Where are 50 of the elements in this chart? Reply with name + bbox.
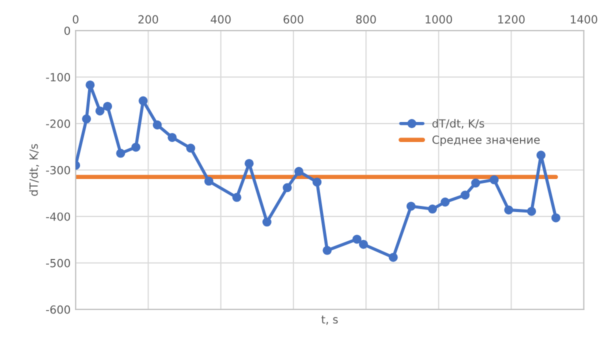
x-tick-label: 600 bbox=[284, 15, 304, 24]
point bbox=[262, 218, 272, 227]
point bbox=[294, 166, 304, 176]
point bbox=[131, 142, 140, 152]
point bbox=[352, 234, 362, 244]
legend-label: Среднее значение bbox=[432, 136, 540, 146]
point bbox=[536, 150, 546, 160]
point bbox=[86, 80, 95, 90]
point bbox=[551, 213, 560, 222]
x-tick-label: 1400 bbox=[570, 15, 598, 24]
point bbox=[358, 240, 368, 249]
point bbox=[471, 178, 480, 188]
y-tick-label: -500 bbox=[46, 258, 70, 268]
point bbox=[168, 132, 177, 142]
x-tick-label: 800 bbox=[356, 15, 376, 24]
y-tick-label: -100 bbox=[46, 73, 70, 82]
point bbox=[440, 198, 450, 207]
point bbox=[388, 252, 398, 262]
point bbox=[312, 178, 322, 187]
point bbox=[428, 204, 437, 214]
point bbox=[204, 176, 214, 186]
x-tick-label: 400 bbox=[210, 15, 231, 24]
y-tick-label: -600 bbox=[46, 305, 70, 314]
y-tick-label: 0 bbox=[64, 26, 70, 35]
point bbox=[186, 144, 196, 153]
point bbox=[460, 190, 470, 200]
point bbox=[152, 120, 162, 130]
point bbox=[232, 192, 242, 202]
point bbox=[244, 158, 254, 168]
point bbox=[504, 205, 514, 214]
point bbox=[138, 96, 148, 106]
point bbox=[527, 206, 536, 216]
x-tick-label: 1200 bbox=[498, 15, 525, 24]
y-tick-label: -300 bbox=[46, 166, 70, 174]
y-tick-label: -400 bbox=[46, 212, 70, 221]
x-axis-title: t, s bbox=[321, 316, 338, 325]
x-tick-label: 200 bbox=[138, 15, 158, 24]
point bbox=[406, 202, 416, 211]
point bbox=[103, 102, 112, 111]
y-axis-title: dT/dt, K/s bbox=[29, 144, 39, 196]
y-tick-label: -200 bbox=[46, 120, 70, 128]
point bbox=[95, 106, 104, 116]
point bbox=[116, 148, 126, 158]
point bbox=[322, 246, 332, 255]
point bbox=[282, 183, 292, 192]
point bbox=[490, 175, 499, 184]
point bbox=[82, 114, 92, 124]
legend-label: dT/dt, K/s bbox=[432, 118, 484, 129]
x-tick-label: 0 bbox=[72, 15, 78, 24]
x-tick-label: 1000 bbox=[426, 15, 452, 24]
